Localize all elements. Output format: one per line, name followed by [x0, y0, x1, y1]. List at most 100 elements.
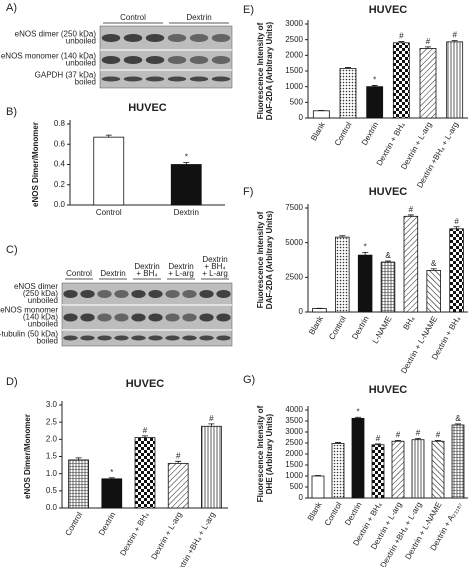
annotation: & [385, 251, 391, 260]
y-axis-label: DAF-2DA (Arbitrary Units) [265, 21, 274, 120]
band [114, 335, 129, 341]
x-tick-label: Blank [307, 314, 325, 337]
error-bar [453, 226, 460, 229]
error-bar [108, 477, 115, 479]
error-bar [425, 46, 431, 49]
y-tick-label: 1500 [285, 66, 303, 75]
x-tick-label: Dextrin + BH₄ [118, 511, 150, 558]
bar [331, 443, 345, 499]
x-tick-label: L-NAME [371, 315, 394, 346]
annotation: # [209, 414, 214, 423]
annotation: # [436, 430, 441, 439]
annotation: # [454, 217, 459, 226]
bar [426, 269, 441, 313]
error-bar [385, 260, 391, 263]
y-tick-label: 3000 [285, 19, 303, 28]
error-bar [371, 85, 378, 87]
y-tick-label: 2000 [285, 50, 303, 59]
y-tick-label: 2000 [285, 449, 303, 458]
error-bar [395, 439, 401, 442]
y-tick-label: 0.8 [54, 119, 66, 128]
bar [392, 42, 410, 119]
y-tick-label: 3500 [285, 416, 303, 425]
band [80, 313, 95, 322]
panel-label: B) [6, 106, 17, 118]
lane-label: + BH₄ [136, 269, 157, 278]
annotation: * [185, 153, 188, 162]
band [167, 34, 187, 42]
lane-label: Control [66, 269, 92, 278]
annotation: # [426, 37, 431, 46]
bar [403, 215, 419, 313]
lane-label: Dextrin [134, 262, 159, 271]
annotation: # [452, 31, 457, 40]
band [80, 335, 95, 341]
error-bar [455, 423, 461, 425]
bar [366, 86, 384, 119]
x-tick-label: Dextrin [343, 501, 363, 527]
band [63, 290, 78, 298]
y-tick-label: 1000 [285, 82, 303, 91]
y-axis-label: eNOS Dimer/Monomer [31, 122, 40, 207]
band [131, 290, 146, 298]
x-tick-label: Dextrin [350, 315, 370, 341]
bar [431, 440, 445, 499]
annotation: * [373, 76, 376, 85]
band [165, 290, 180, 298]
y-tick-label: 2500 [285, 272, 303, 281]
band [131, 335, 146, 341]
band [182, 313, 197, 322]
band [101, 76, 121, 82]
x-tick-label: Control [327, 314, 348, 341]
band [131, 313, 146, 322]
band [101, 34, 121, 42]
y-tick-label: 4000 [285, 405, 303, 414]
bar [339, 68, 357, 119]
annotation: & [455, 414, 461, 423]
bar [312, 110, 330, 119]
bar [419, 48, 437, 119]
bar [312, 308, 327, 313]
annotation: # [176, 451, 181, 460]
y-tick-label: 0.4 [54, 160, 66, 169]
bar [351, 417, 365, 499]
error-bar [362, 251, 369, 256]
bar [68, 459, 89, 509]
band [114, 290, 129, 298]
row-label: GAPDH (37 kDa) [35, 71, 97, 80]
panel-label: A) [6, 2, 17, 14]
row-label: (250 kDa) [23, 289, 58, 298]
band [145, 56, 165, 64]
band [167, 76, 187, 82]
band [182, 290, 197, 298]
y-tick-label: 0.5 [46, 486, 58, 495]
error-bar [398, 41, 405, 43]
band [211, 76, 231, 82]
band [123, 56, 143, 64]
lane-label: Dextrin [168, 262, 193, 271]
lane-label: Dextrin [202, 255, 227, 264]
y-tick-label: 0 [299, 307, 304, 316]
error-bar [183, 162, 190, 165]
row-label: eNOS monomer [0, 306, 58, 315]
lane-label: + L-arg [202, 269, 228, 278]
band [189, 76, 209, 82]
row-label: eNOS dimer (250 kDa) [15, 30, 97, 39]
bar [170, 164, 202, 206]
lane-label: + L-arg [168, 269, 194, 278]
band [216, 313, 231, 322]
chart-title: HUVEC [369, 384, 408, 396]
band [199, 290, 214, 298]
chart-title: HUVEC [369, 186, 408, 198]
x-tick-label: Dextrin [360, 121, 380, 147]
panel-label: E) [243, 4, 254, 16]
chart-title: HUVEC [128, 102, 167, 114]
error-bar [335, 442, 341, 444]
band [199, 313, 214, 322]
y-tick-label: 500 [290, 482, 304, 491]
row-label: boiled [37, 337, 58, 346]
band [165, 313, 180, 322]
error-bar [407, 214, 414, 217]
y-tick-label: 1000 [285, 471, 303, 480]
